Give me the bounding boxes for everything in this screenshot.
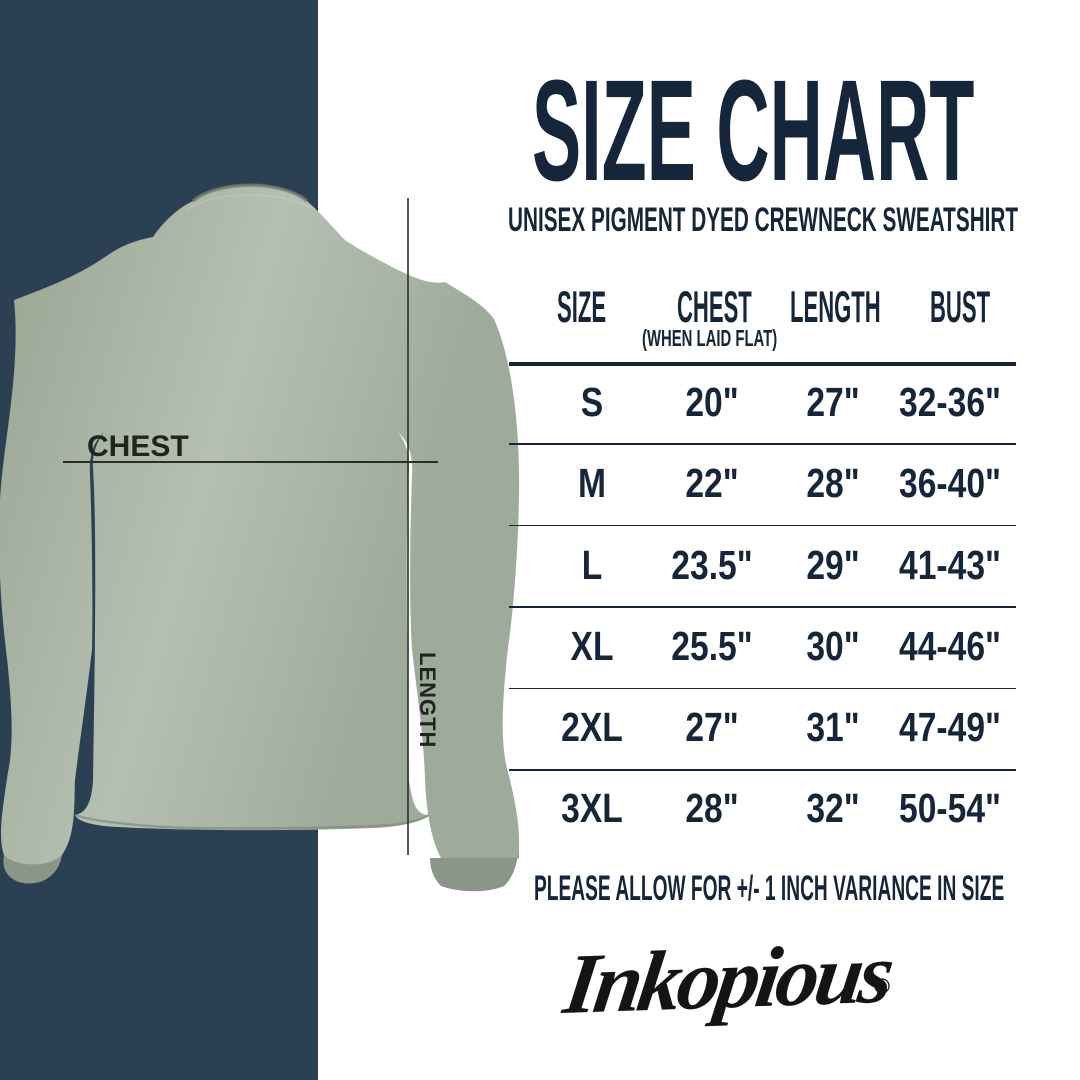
svg-text:LENGTH: LENGTH (415, 652, 440, 748)
svg-text:Inkopious: Inkopious (558, 925, 899, 1032)
svg-text:R: R (877, 983, 884, 993)
svg-text:CHEST: CHEST (87, 430, 189, 463)
